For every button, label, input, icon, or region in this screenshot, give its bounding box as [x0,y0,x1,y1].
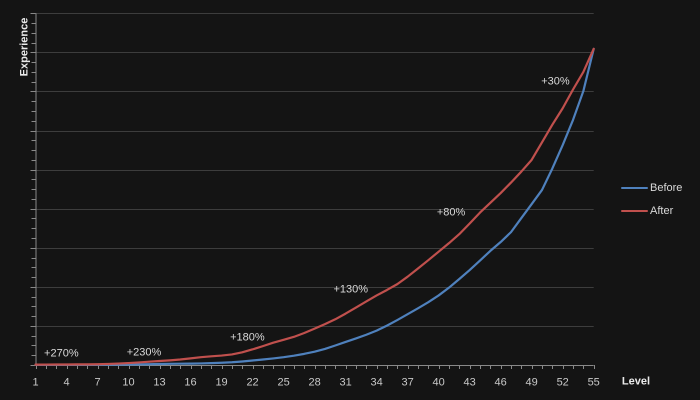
x-tick-label-46: 46 [494,376,507,388]
x-tick-label-4: 4 [63,376,70,388]
annotation-180: +180% [230,331,265,344]
x-tick-label-1: 1 [32,376,39,388]
before-line-swatch [621,186,648,189]
x-tick-label-25: 25 [277,376,290,388]
x-tick-label-28: 28 [308,376,321,388]
x-tick-label-7: 7 [94,376,101,388]
x-tick-label-49: 49 [525,376,538,388]
legend-item-before[interactable]: Before [621,181,682,194]
legend-label-after: After [650,204,674,217]
annotation-30: +30% [541,75,570,88]
legend-label-before: Before [650,181,683,194]
x-tick-label-31: 31 [339,376,352,388]
before-series-line[interactable] [34,47,595,366]
x-tick-label-22: 22 [246,376,259,388]
after-series-line[interactable] [34,47,595,366]
x-tick-label-55: 55 [587,376,600,388]
annotation-230: +230% [126,346,162,359]
legend-item-after[interactable]: After [621,204,682,217]
y-axis-title: Experience [18,17,31,77]
x-tick-label-13: 13 [153,376,166,388]
x-tick-label-19: 19 [215,376,228,388]
legend: Before After [621,181,682,217]
x-axis-title: Level [621,375,651,388]
annotation-130: +130% [333,283,369,296]
x-tick-label-52: 52 [556,376,569,388]
x-tick-label-16: 16 [184,376,197,388]
x-tick-label-34: 34 [370,376,383,388]
annotation-80: +80% [436,206,466,219]
after-line-swatch [621,209,648,212]
x-tick-label-37: 37 [401,376,414,388]
x-tick-label-40: 40 [432,376,445,388]
annotation-270: +270% [44,347,79,360]
x-tick-label-10: 10 [122,376,135,388]
x-tick-label-43: 43 [463,376,476,388]
